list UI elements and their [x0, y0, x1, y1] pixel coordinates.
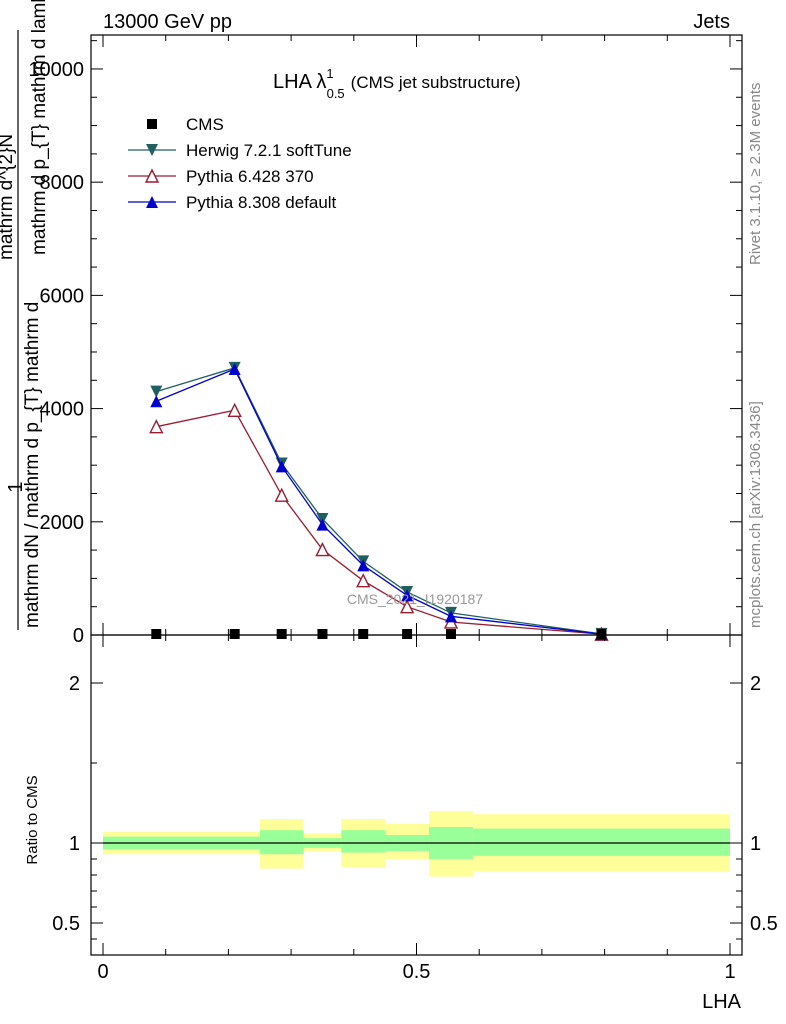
main-plot-marks: [149, 361, 609, 641]
data-point-cms: [317, 629, 328, 639]
data-point-cms: [151, 629, 162, 639]
x-tick-label: 1: [724, 961, 735, 983]
main-y-tick-label: 6000: [40, 285, 85, 307]
legend-label-herwig-7-2-1-softtune: Herwig 7.2.1 softTune: [186, 141, 352, 160]
data-point-herwig-7-2-1-softtune: [150, 385, 163, 398]
ratio-y-tick-label: 1: [69, 833, 80, 855]
series-line-pythia-6-428-370: [156, 409, 602, 635]
data-point-cms: [276, 629, 287, 639]
y-label-denominator-prefix: mathrm dN / mathrm d p_{T} mathrm d: [22, 302, 43, 628]
data-point-cms: [596, 629, 607, 639]
main-y-tick-label: 10000: [28, 59, 84, 81]
rivet-version-label: Rivet 3.1.10, ≥ 2.3M events: [747, 83, 764, 266]
data-point-pythia-8-308-default: [444, 610, 457, 623]
header-left-label: 13000 GeV pp: [103, 11, 232, 33]
main-y-tick-label: 2000: [40, 512, 85, 534]
x-tick-label: 0: [97, 961, 108, 983]
main-axes: 0 2000 4000 6000 8000 10000: [28, 35, 742, 647]
legend-marker-pythia-8-308-default: [146, 196, 158, 208]
data-point-pythia-6-428-370: [315, 541, 330, 557]
ratio-y-axis-label: Ratio to CMS: [24, 775, 41, 864]
chart-title: LHA λ1 0.5(CMS jet substructure): [273, 66, 521, 101]
data-point-pythia-6-428-370: [274, 487, 289, 502]
main-y-tick-label: 4000: [40, 399, 85, 421]
ratio-y-tick-label: 0.5: [52, 913, 80, 935]
legend: CMS Herwig 7.2.1 softTune Pythia 6.428 370…: [128, 115, 352, 212]
x-tick-label: 0.5: [403, 961, 431, 983]
data-point-cms: [358, 629, 369, 639]
y-label-one: 1: [5, 481, 27, 492]
data-point-pythia-8-308-default: [228, 362, 241, 375]
legend-label-pythia-6-428-370: Pythia 6.428 370: [186, 167, 314, 186]
legend-label-cms: CMS: [186, 115, 224, 134]
ratio-y-tick-label: 2: [69, 673, 80, 695]
x-axis-label: LHA: [702, 991, 742, 1013]
main-y-tick-label: 0: [73, 625, 84, 647]
ratio-inner-band: [259, 830, 304, 855]
analysis-watermark: CMS_2021_I1920187: [347, 591, 483, 607]
data-point-pythia-6-428-370: [227, 402, 242, 417]
data-point-cms: [229, 629, 240, 639]
y-label-denominator: mathrm d p_{T} mathrm d lambda: [29, 0, 50, 255]
mcplots-source-label: mcplots.cern.ch [arXiv:1306.3436]: [747, 401, 764, 628]
main-panel: 0 2000 4000 6000 8000 10000 LHA λ1 0.5(CMS jet…: [0, 0, 743, 647]
ratio-panel: 0 0.5 1 0.5 0.5 1 1 2 2 Ratio to CMS LHA: [24, 634, 778, 1013]
y-label-numerator: mathrm d^{2}N: [0, 134, 17, 260]
legend-label-pythia-8-308-default: Pythia 8.308 default: [186, 193, 337, 212]
data-point-pythia-8-308-default: [150, 395, 163, 408]
ratio-y-tick-label-right: 2: [750, 673, 761, 695]
ratio-inner-band: [341, 830, 386, 853]
series-line-pythia-8-308-default: [156, 368, 602, 635]
data-point-pythia-8-308-default: [316, 518, 329, 531]
ratio-y-tick-label-right: 1: [750, 833, 761, 855]
data-point-pythia-6-428-370: [149, 419, 164, 434]
main-y-axis-label: 1 mathrm dN / mathrm d p_{T} mathrm d ma…: [0, 0, 50, 630]
data-point-cms: [445, 629, 456, 639]
data-point-pythia-8-308-default: [401, 589, 414, 602]
ratio-y-tick-label-right: 0.5: [750, 913, 778, 935]
ratio-plot-marks: [103, 811, 730, 877]
data-point-cms: [402, 629, 413, 639]
data-point-pythia-6-428-370: [356, 573, 371, 588]
data-point-pythia-8-308-default: [357, 559, 370, 572]
main-y-tick-label: 8000: [40, 172, 85, 194]
ratio-panel-frame: [90, 634, 743, 956]
header-right-label: Jets: [693, 11, 730, 33]
legend-marker-cms: [147, 119, 157, 129]
legend-marker-herwig-7-2-1-softtune: [146, 144, 158, 156]
legend-marker-pythia-6-428-370: [144, 168, 160, 183]
ratio-axes: 0 0.5 1 0.5 0.5 1 1 2 2: [52, 635, 778, 983]
data-point-pythia-8-308-default: [275, 460, 288, 473]
ratio-inner-band: [472, 828, 730, 856]
data-point-pythia-6-428-370: [399, 599, 415, 614]
